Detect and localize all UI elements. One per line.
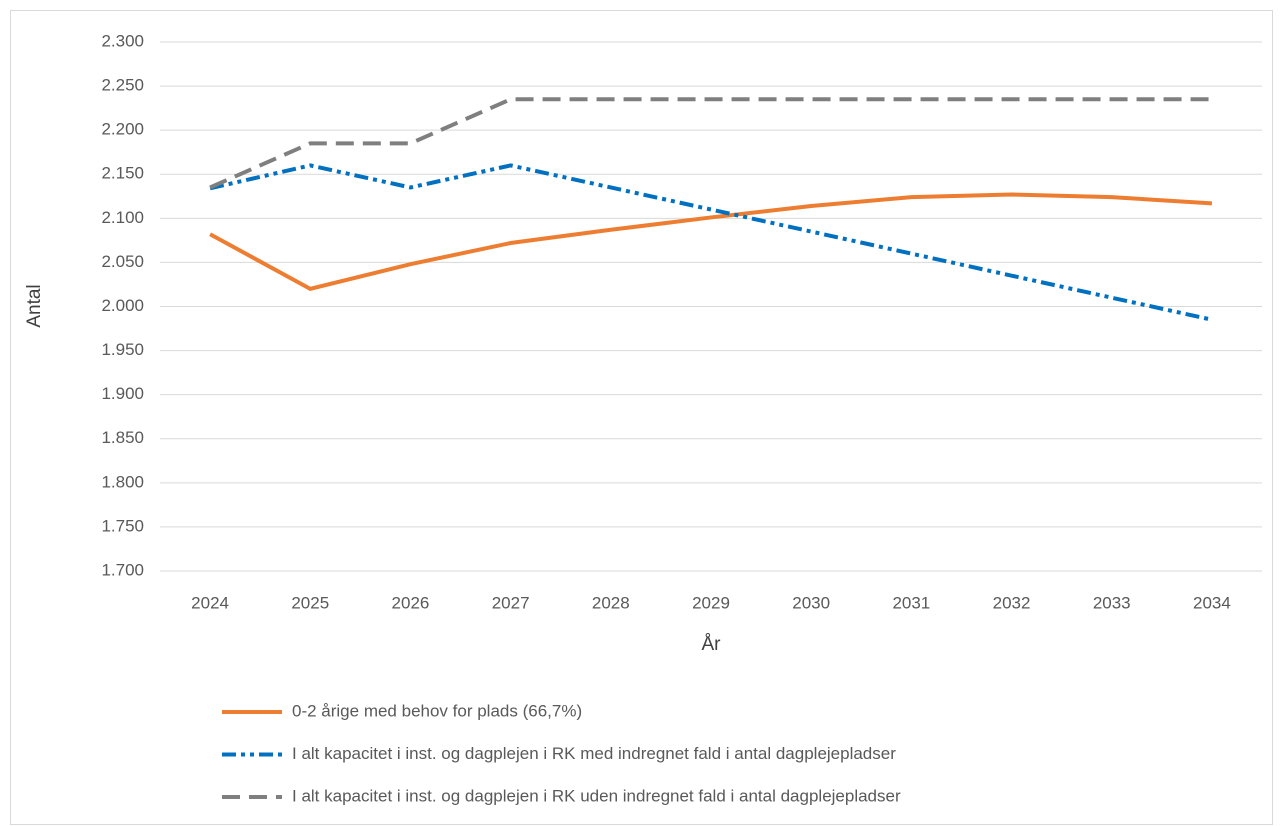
y-tick-label: 2.200 <box>101 120 144 139</box>
x-tick-label: 2033 <box>1093 593 1131 612</box>
y-tick-label: 2.150 <box>101 164 144 183</box>
x-tick-label: 2026 <box>392 593 430 612</box>
y-tick-label: 1.800 <box>101 472 144 491</box>
x-axis-title: År <box>702 634 722 655</box>
x-tick-label: 2029 <box>692 593 730 612</box>
y-tick-label: 2.000 <box>101 296 144 315</box>
x-tick-label: 2031 <box>892 593 930 612</box>
chart-frame <box>10 10 1273 825</box>
y-tick-label: 2.250 <box>101 76 144 95</box>
y-tick-label: 1.850 <box>101 428 144 447</box>
y-tick-label: 2.300 <box>101 31 144 50</box>
y-tick-label: 1.900 <box>101 384 144 403</box>
series-line <box>209 163 1213 322</box>
x-tick-label: 2027 <box>492 593 530 612</box>
legend-label: I alt kapacitet i inst. og dagplejen i R… <box>292 786 901 805</box>
y-tick-label: 1.700 <box>101 560 144 579</box>
x-tick-label: 2032 <box>993 593 1031 612</box>
x-tick-label: 2034 <box>1193 593 1231 612</box>
y-tick-label: 1.950 <box>101 340 144 359</box>
series-line <box>209 192 1213 291</box>
series-line <box>209 97 1212 190</box>
x-tick-label: 2025 <box>291 593 329 612</box>
y-tick-label: 2.100 <box>101 208 144 227</box>
y-tick-label: 2.050 <box>101 252 144 271</box>
x-tick-label: 2030 <box>792 593 830 612</box>
x-tick-label: 2024 <box>191 593 229 612</box>
y-axis-title: Antal <box>24 284 45 327</box>
legend-label: 0-2 årige med behov for plads (66,7%) <box>292 701 582 720</box>
legend-label: I alt kapacitet i inst. og dagplejen i R… <box>292 744 896 763</box>
y-tick-label: 1.750 <box>101 516 144 535</box>
x-tick-label: 2028 <box>592 593 630 612</box>
